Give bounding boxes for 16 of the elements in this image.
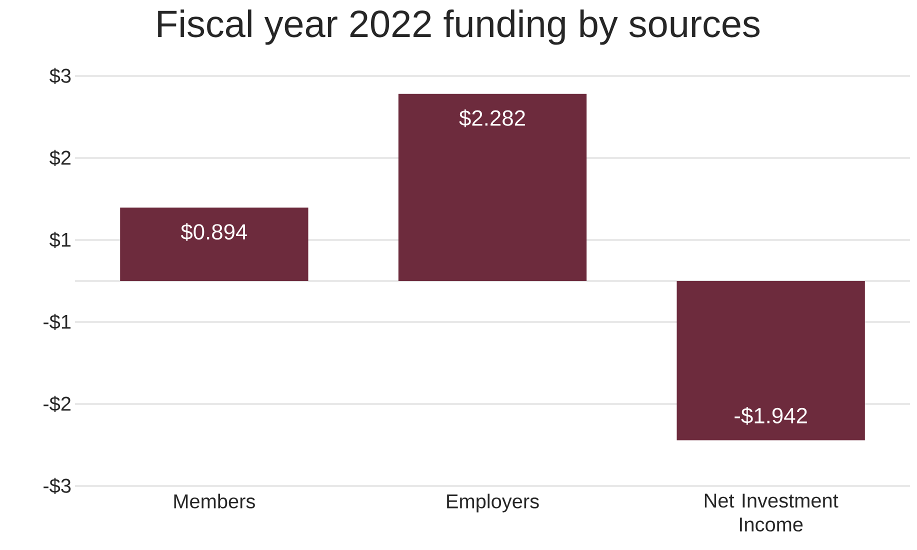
bar (120, 208, 308, 281)
chart-title: Fiscal year 2022 funding by sources (158, 10, 760, 45)
y-tick-label: $3 (50, 68, 71, 84)
y-tick-label: -$2 (44, 396, 70, 412)
y-tick-label: -$1 (44, 314, 71, 330)
bar (676, 280, 865, 440)
y-tick-label: -$3 (44, 478, 71, 494)
y-tick-label: $2 (50, 150, 70, 166)
y-tick-label: $1 (50, 232, 71, 248)
data-label: $2.282 (459, 109, 525, 128)
x-tick-label: Net Investment Income (704, 494, 838, 532)
data-label: $0.894 (180, 223, 248, 241)
x-tick-label: Employers (447, 494, 539, 512)
bar (398, 94, 587, 281)
data-label: -$1.942 (734, 406, 807, 425)
x-tick-label: Members (174, 494, 255, 508)
